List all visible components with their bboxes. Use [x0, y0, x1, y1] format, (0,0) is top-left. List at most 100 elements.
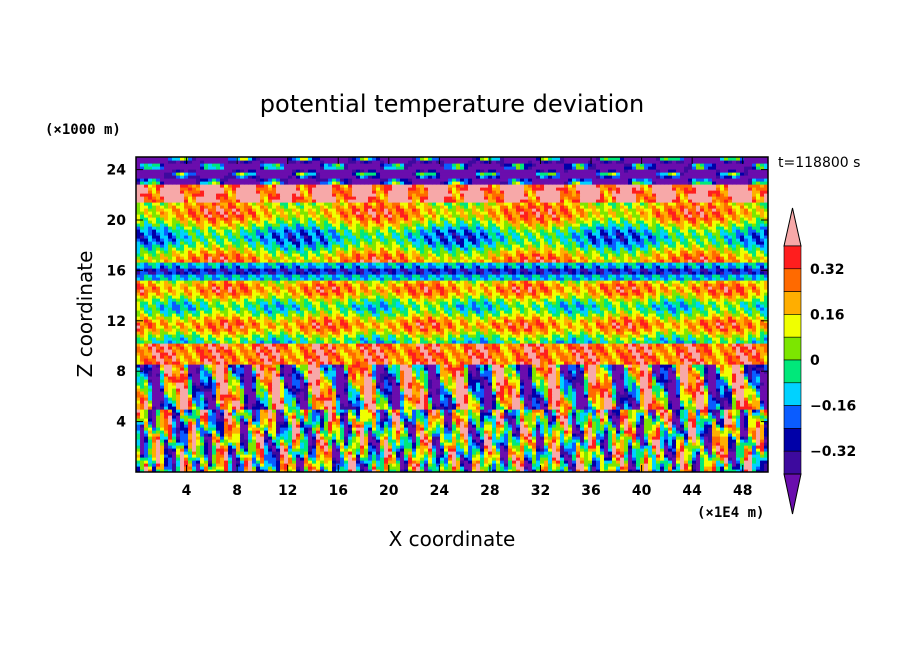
heatmap-cell	[404, 427, 409, 431]
heatmap-cell	[212, 412, 217, 416]
heatmap-cell	[708, 454, 713, 458]
heatmap-cell	[684, 379, 689, 383]
heatmap-cell	[584, 382, 589, 386]
heatmap-cell	[640, 436, 645, 440]
heatmap-cell	[464, 460, 469, 464]
heatmap-cell	[412, 433, 417, 437]
heatmap-cell	[168, 379, 173, 383]
heatmap-cell	[572, 445, 577, 449]
heatmap-cell	[308, 463, 313, 467]
heatmap-cell	[716, 445, 721, 449]
heatmap-cell	[220, 430, 225, 434]
heatmap-cell	[252, 427, 257, 431]
heatmap-cell	[236, 382, 241, 386]
heatmap-cell	[328, 397, 333, 401]
heatmap-cell	[200, 430, 205, 434]
heatmap-cell	[644, 412, 649, 416]
heatmap-cell	[576, 385, 581, 389]
heatmap-cell	[460, 433, 465, 437]
heatmap-cell	[484, 418, 489, 422]
heatmap-cell	[384, 391, 389, 395]
heatmap-cell	[468, 385, 473, 389]
heatmap-cell	[408, 436, 413, 440]
heatmap-cell	[544, 400, 549, 404]
heatmap-cell	[500, 439, 505, 443]
heatmap-cell	[200, 436, 205, 440]
heatmap-cell	[620, 385, 625, 389]
heatmap-cell	[728, 436, 733, 440]
heatmap-cell	[420, 394, 425, 398]
heatmap-cell	[220, 379, 225, 383]
heatmap-cell	[148, 409, 153, 413]
heatmap-cell	[600, 430, 605, 434]
heatmap-cell	[684, 382, 689, 386]
heatmap-cell	[300, 403, 305, 407]
heatmap-cell	[316, 379, 321, 383]
heatmap-cell	[608, 466, 613, 470]
heatmap-cell	[284, 391, 289, 395]
heatmap-cell	[456, 391, 461, 395]
heatmap-cell	[444, 430, 449, 434]
heatmap-cell	[452, 406, 457, 410]
heatmap-cell	[292, 439, 297, 443]
heatmap-cell	[268, 385, 273, 389]
heatmap-cell	[384, 379, 389, 383]
heatmap-cell	[200, 454, 205, 458]
heatmap-cell	[188, 391, 193, 395]
heatmap-cell	[144, 457, 149, 461]
heatmap-cell	[304, 403, 309, 407]
heatmap-cell	[616, 436, 621, 440]
heatmap-cell	[636, 436, 641, 440]
heatmap-cell	[436, 421, 441, 425]
heatmap-cell	[372, 436, 377, 440]
heatmap-cell	[208, 385, 213, 389]
heatmap-cell	[136, 445, 141, 449]
heatmap-cell	[684, 469, 689, 472]
heatmap-cell	[528, 460, 533, 464]
heatmap-cell	[188, 445, 193, 449]
heatmap-cell	[692, 448, 697, 452]
heatmap-cell	[700, 400, 705, 404]
heatmap-cell	[212, 469, 217, 472]
heatmap-cell	[368, 379, 373, 383]
heatmap-cell	[696, 415, 701, 419]
heatmap-cell	[752, 394, 757, 398]
heatmap-cell	[668, 466, 673, 470]
heatmap-cell	[388, 385, 393, 389]
heatmap-cell	[508, 469, 513, 472]
heatmap-cell	[744, 424, 749, 428]
heatmap-cell	[576, 403, 581, 407]
heatmap-cell	[360, 415, 365, 419]
heatmap-cell	[616, 415, 621, 419]
heatmap-cell	[252, 385, 257, 389]
heatmap-cell	[560, 454, 565, 458]
heatmap-cell	[160, 433, 165, 437]
heatmap-cell	[744, 415, 749, 419]
heatmap-cell	[240, 457, 245, 461]
heatmap-cell	[644, 451, 649, 455]
heatmap-cell	[276, 406, 281, 410]
heatmap-cell	[620, 445, 625, 449]
heatmap-cell	[296, 469, 301, 472]
heatmap-cell	[312, 430, 317, 434]
heatmap-cell	[760, 415, 765, 419]
heatmap-cell	[660, 415, 665, 419]
heatmap-cell	[284, 406, 289, 410]
heatmap-cell	[476, 385, 481, 389]
heatmap-cell	[624, 418, 629, 422]
heatmap-cell	[728, 427, 733, 431]
heatmap-cell	[312, 454, 317, 458]
heatmap-cell	[260, 418, 265, 422]
heatmap-cell	[268, 415, 273, 419]
heatmap-cell	[428, 463, 433, 467]
heatmap-cell	[640, 385, 645, 389]
heatmap-cell	[428, 397, 433, 401]
heatmap-cell	[216, 469, 221, 472]
heatmap-cell	[600, 382, 605, 386]
heatmap-cell	[428, 403, 433, 407]
heatmap-cell	[352, 379, 357, 383]
heatmap-cell	[688, 433, 693, 437]
heatmap-cell	[216, 439, 221, 443]
heatmap-cell	[764, 379, 768, 383]
heatmap-cell	[136, 376, 141, 380]
